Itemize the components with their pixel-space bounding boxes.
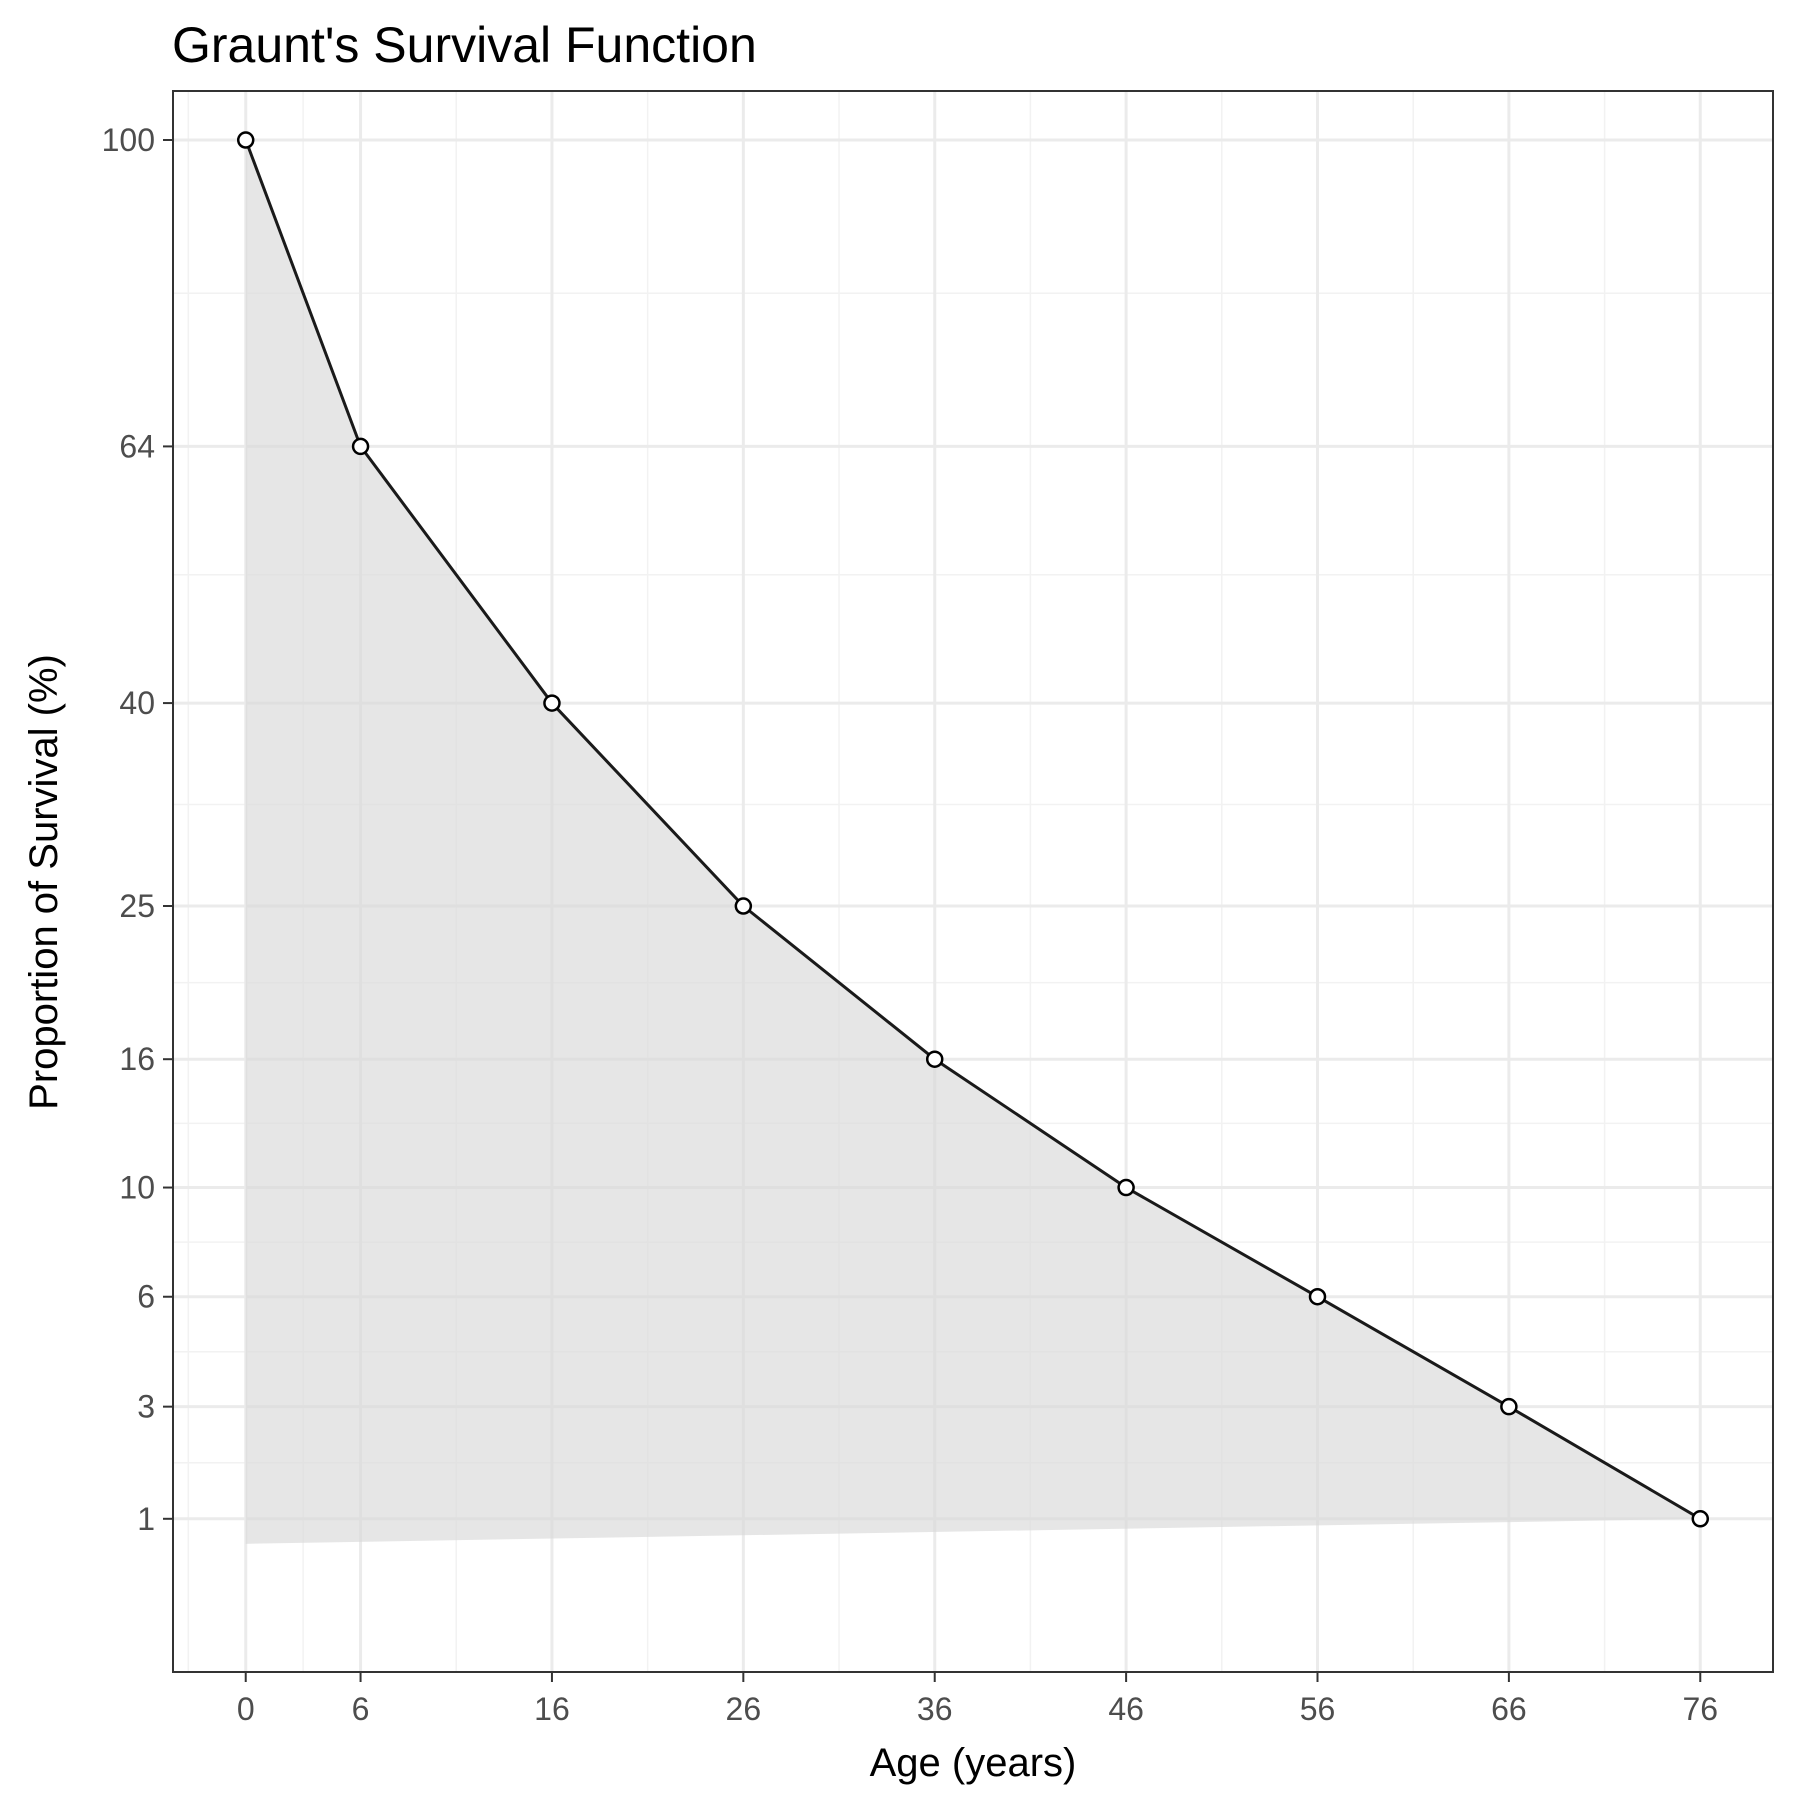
y-tick-label: 10 [119,1170,155,1206]
x-tick-label: 76 [1682,1691,1718,1727]
data-point [734,897,753,915]
x-axis-tick-labels: 0 6 16 26 36 46 56 66 76 [237,1691,1718,1727]
y-tick-label: 6 [137,1279,155,1315]
x-tick-label: 36 [917,1691,953,1727]
survival-area [245,140,1701,1544]
x-axis-title: Age (years) [870,1741,1077,1785]
x-tick-label: 56 [1300,1691,1336,1727]
data-point [1117,1178,1135,1197]
data-point [236,131,255,149]
y-axis-ticks [163,139,173,1520]
y-tick-label: 64 [119,428,155,464]
y-tick-label: 1 [137,1501,155,1537]
x-tick-label: 16 [534,1691,570,1727]
data-point [351,437,370,456]
panel-border [172,90,1774,1673]
data-point [543,694,561,712]
data-point [925,1050,944,1068]
x-axis-ticks [244,1672,1702,1682]
data-point [1500,1397,1518,1416]
y-tick-label: 16 [119,1041,155,1077]
x-tick-label: 0 [237,1691,255,1727]
x-tick-label: 26 [726,1691,762,1727]
x-tick-label: 6 [352,1691,370,1727]
x-tick-label: 66 [1491,1691,1527,1727]
data-point [1691,1510,1710,1528]
points-layer [236,131,1710,1528]
data-point [1308,1287,1327,1306]
y-tick-label: 40 [119,685,155,721]
y-tick-label: 100 [102,122,155,158]
x-tick-label: 46 [1108,1691,1144,1727]
y-tick-label: 3 [137,1389,155,1425]
area-layer [245,140,1701,1544]
y-axis-tick-labels: 1 3 6 10 16 25 40 64 100 [102,122,155,1537]
y-tick-label: 25 [119,888,155,924]
y-axis-title: Proportion of Survival (%) [22,654,66,1110]
chart-title: Graunt's Survival Function [172,17,757,73]
